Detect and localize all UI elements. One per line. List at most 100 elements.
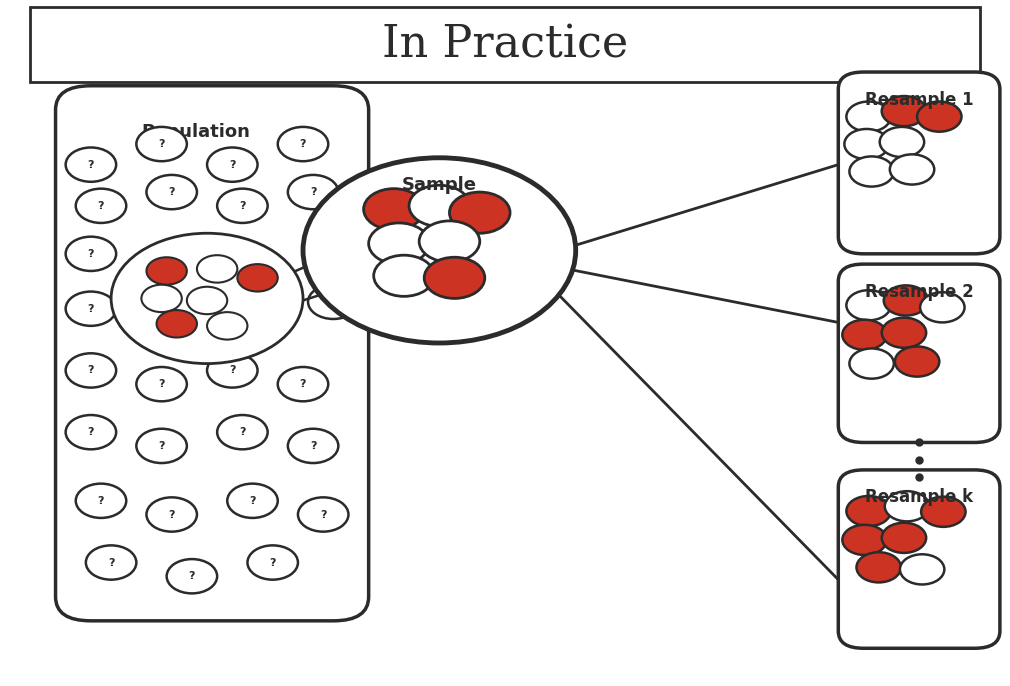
Circle shape	[849, 348, 894, 379]
Circle shape	[187, 287, 227, 314]
Circle shape	[207, 147, 258, 182]
Text: ?: ?	[159, 379, 165, 389]
Circle shape	[86, 545, 136, 580]
Circle shape	[900, 554, 944, 584]
Text: ?: ?	[189, 571, 195, 581]
Circle shape	[288, 429, 338, 463]
Circle shape	[842, 320, 887, 350]
Circle shape	[227, 484, 278, 518]
Circle shape	[197, 255, 237, 283]
Circle shape	[76, 189, 126, 223]
Text: ?: ?	[98, 496, 104, 506]
Circle shape	[157, 310, 197, 338]
FancyBboxPatch shape	[838, 264, 1000, 442]
Circle shape	[237, 264, 278, 292]
Text: ?: ?	[229, 160, 235, 169]
Circle shape	[885, 491, 929, 521]
Text: ?: ?	[330, 297, 336, 307]
Text: ?: ?	[239, 201, 245, 211]
Circle shape	[921, 497, 966, 527]
Text: ?: ?	[88, 366, 94, 375]
Circle shape	[882, 96, 926, 126]
FancyBboxPatch shape	[838, 72, 1000, 254]
Text: ?: ?	[300, 139, 306, 149]
Text: ?: ?	[88, 427, 94, 437]
Circle shape	[141, 285, 182, 312]
Text: ?: ?	[330, 242, 336, 252]
Circle shape	[424, 257, 485, 298]
Text: In Practice: In Practice	[382, 23, 628, 66]
Circle shape	[278, 127, 328, 161]
Text: ?: ?	[108, 558, 114, 567]
Circle shape	[849, 156, 894, 187]
Text: ?: ?	[310, 187, 316, 197]
Circle shape	[207, 353, 258, 388]
Circle shape	[136, 367, 187, 401]
Text: ?: ?	[169, 187, 175, 197]
Circle shape	[217, 415, 268, 449]
Circle shape	[278, 367, 328, 401]
Circle shape	[66, 292, 116, 326]
FancyBboxPatch shape	[56, 86, 369, 621]
Text: ?: ?	[300, 379, 306, 389]
Circle shape	[303, 158, 576, 343]
Text: ?: ?	[159, 441, 165, 451]
Text: ?: ?	[88, 304, 94, 314]
Circle shape	[369, 223, 429, 264]
Circle shape	[308, 230, 359, 264]
Circle shape	[846, 496, 891, 526]
Text: ?: ?	[169, 510, 175, 519]
Text: ?: ?	[229, 366, 235, 375]
Circle shape	[66, 353, 116, 388]
Circle shape	[364, 189, 424, 230]
Circle shape	[449, 192, 510, 233]
Circle shape	[920, 292, 965, 322]
Circle shape	[884, 285, 928, 316]
Text: ?: ?	[270, 558, 276, 567]
Circle shape	[66, 415, 116, 449]
Text: ?: ?	[88, 160, 94, 169]
Text: ?: ?	[249, 496, 256, 506]
Circle shape	[111, 233, 303, 364]
Circle shape	[146, 497, 197, 532]
Text: ?: ?	[88, 249, 94, 259]
Circle shape	[167, 559, 217, 593]
Circle shape	[288, 175, 338, 209]
Circle shape	[66, 147, 116, 182]
Circle shape	[374, 255, 434, 296]
Circle shape	[136, 127, 187, 161]
Circle shape	[66, 237, 116, 271]
Circle shape	[247, 545, 298, 580]
Circle shape	[409, 185, 470, 226]
Circle shape	[846, 290, 891, 320]
Text: Resample 1: Resample 1	[865, 91, 974, 108]
Circle shape	[207, 312, 247, 340]
Circle shape	[419, 221, 480, 262]
Circle shape	[76, 484, 126, 518]
Circle shape	[917, 102, 962, 132]
Circle shape	[882, 318, 926, 348]
Text: ?: ?	[239, 427, 245, 437]
Text: ?: ?	[98, 201, 104, 211]
Circle shape	[146, 175, 197, 209]
Text: Population: Population	[141, 123, 250, 141]
Text: Sample: Sample	[402, 176, 477, 194]
Circle shape	[846, 102, 891, 132]
FancyBboxPatch shape	[30, 7, 980, 82]
Circle shape	[842, 525, 887, 555]
Circle shape	[895, 346, 939, 377]
Text: ?: ?	[159, 139, 165, 149]
Text: ?: ?	[320, 510, 326, 519]
Text: ?: ?	[310, 441, 316, 451]
Circle shape	[136, 429, 187, 463]
Circle shape	[844, 129, 889, 159]
Circle shape	[146, 257, 187, 285]
Circle shape	[298, 497, 348, 532]
Circle shape	[856, 552, 901, 582]
FancyBboxPatch shape	[838, 470, 1000, 648]
Circle shape	[308, 285, 359, 319]
Text: Resample 2: Resample 2	[865, 283, 974, 300]
Circle shape	[882, 523, 926, 553]
Text: Resample k: Resample k	[865, 488, 974, 506]
Circle shape	[890, 154, 934, 185]
